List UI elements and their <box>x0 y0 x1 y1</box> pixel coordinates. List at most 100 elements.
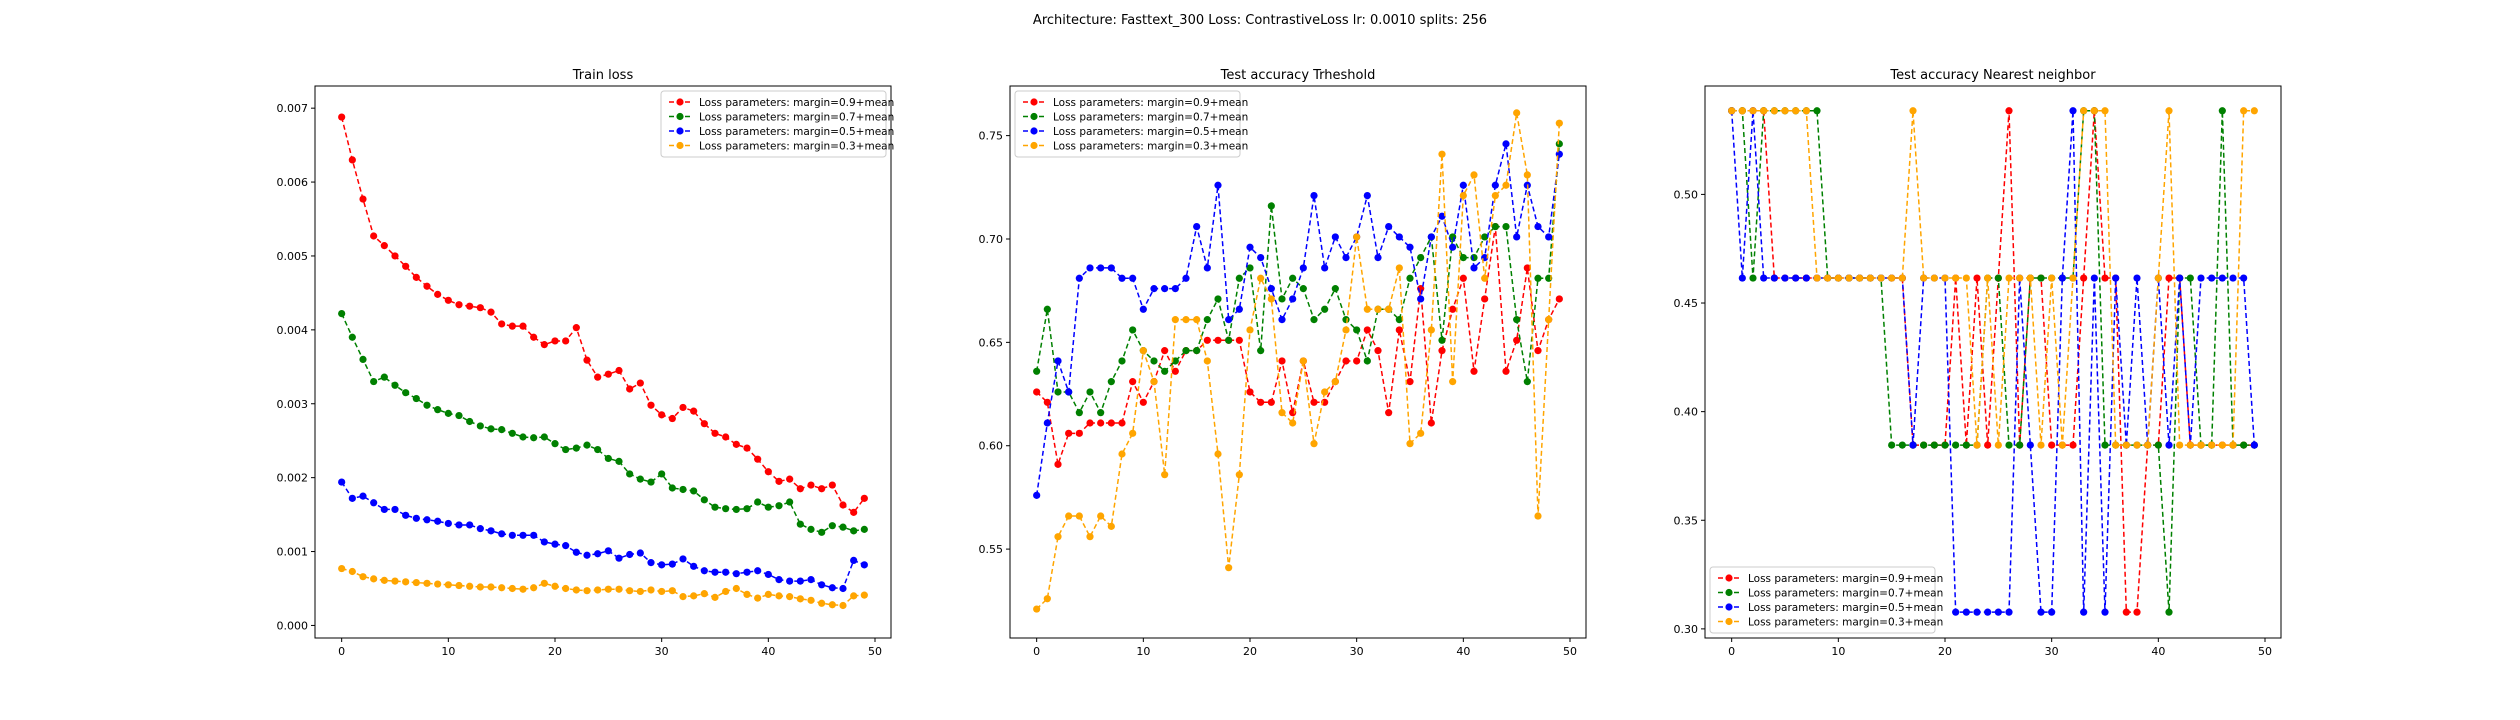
data-point <box>1523 264 1531 272</box>
chart-test-accuracy-nearest-neighbor: Test accuracy Nearest neighbor 0 10 20 30 40 5… <box>1674 68 2282 658</box>
data-point <box>743 505 751 513</box>
data-point <box>1235 471 1243 479</box>
y-tick-label: 0.001 <box>277 546 309 559</box>
data-point <box>1065 388 1073 396</box>
data-point <box>1395 316 1403 324</box>
data-point <box>1331 285 1339 293</box>
data-point <box>1802 274 1810 282</box>
data-point <box>1246 243 1254 251</box>
data-point <box>636 475 644 483</box>
data-point <box>690 407 698 415</box>
data-point <box>370 377 378 386</box>
legend-marker <box>676 141 684 150</box>
data-point <box>2144 441 2152 449</box>
data-point <box>1097 512 1105 520</box>
data-point <box>1310 191 1318 200</box>
data-point <box>423 401 431 409</box>
data-point <box>818 485 826 493</box>
data-point <box>1214 295 1222 303</box>
data-point <box>572 586 580 594</box>
data-point <box>1952 274 1960 282</box>
data-point <box>2208 274 2216 282</box>
data-point <box>807 576 815 584</box>
data-point <box>1555 119 1563 127</box>
data-point <box>1385 409 1393 417</box>
data-point <box>1470 264 1478 272</box>
data-point <box>722 505 730 513</box>
data-point <box>1150 378 1158 386</box>
data-point <box>1502 222 1510 231</box>
data-point <box>2005 441 2013 449</box>
legend-marker <box>676 98 684 106</box>
data-point <box>338 564 346 573</box>
data-point <box>679 555 687 563</box>
y-tick-label: 0.30 <box>1674 623 1699 636</box>
data-point <box>604 547 612 555</box>
data-point <box>359 195 367 203</box>
data-point <box>722 568 730 576</box>
data-point <box>583 587 591 595</box>
data-point <box>2026 274 2034 282</box>
data-point <box>1182 274 1190 282</box>
data-point <box>1310 398 1318 406</box>
data-point <box>2218 441 2226 449</box>
data-point <box>754 455 762 463</box>
data-point <box>1813 274 1821 282</box>
x-tick-label: 20 <box>1938 645 1952 658</box>
data-point <box>2218 274 2226 282</box>
data-point <box>530 434 538 442</box>
data-point <box>455 411 463 420</box>
data-point <box>796 577 804 585</box>
data-point <box>1363 326 1371 334</box>
data-point <box>1920 441 1928 449</box>
data-point <box>338 113 346 121</box>
data-point <box>466 302 474 310</box>
data-point <box>604 585 612 593</box>
data-point <box>860 525 868 533</box>
data-point <box>1994 608 2002 616</box>
data-point <box>2197 274 2205 282</box>
data-point <box>1898 441 1906 449</box>
data-point <box>1086 264 1094 272</box>
data-point <box>2090 107 2098 115</box>
data-point <box>338 478 346 486</box>
data-point <box>1491 222 1499 231</box>
data-point <box>348 333 356 341</box>
data-point <box>476 422 484 430</box>
data-point <box>2026 441 2034 449</box>
data-point <box>1952 441 1960 449</box>
legend-label: Loss parameters: margin=0.7+mean <box>1053 112 1248 124</box>
data-point <box>1545 233 1553 241</box>
data-point <box>775 576 783 584</box>
data-point <box>1353 326 1361 334</box>
data-point <box>2165 608 2173 616</box>
data-point <box>1257 398 1265 406</box>
legend-marker <box>1725 603 1733 611</box>
data-point <box>1182 316 1190 324</box>
data-point <box>1043 305 1051 313</box>
data-point <box>1150 357 1158 365</box>
data-point <box>690 592 698 600</box>
data-point <box>1214 181 1222 189</box>
data-point <box>2240 107 2248 115</box>
data-point <box>1984 441 1992 449</box>
data-point <box>551 582 559 590</box>
data-point <box>775 477 783 485</box>
data-point <box>1941 274 1949 282</box>
data-point <box>1760 274 1768 282</box>
data-point <box>1289 274 1297 282</box>
data-point <box>850 508 858 516</box>
data-point <box>2101 441 2109 449</box>
data-point <box>700 496 708 504</box>
data-point <box>1363 305 1371 313</box>
data-point <box>658 561 666 569</box>
x-tick-label: 40 <box>1456 645 1470 658</box>
data-point <box>1065 512 1073 520</box>
data-point <box>1342 357 1350 365</box>
data-point <box>2250 441 2258 449</box>
data-point <box>434 580 442 588</box>
data-point <box>1523 378 1531 386</box>
data-point <box>2240 274 2248 282</box>
data-point <box>743 590 751 599</box>
data-point <box>1107 419 1115 427</box>
